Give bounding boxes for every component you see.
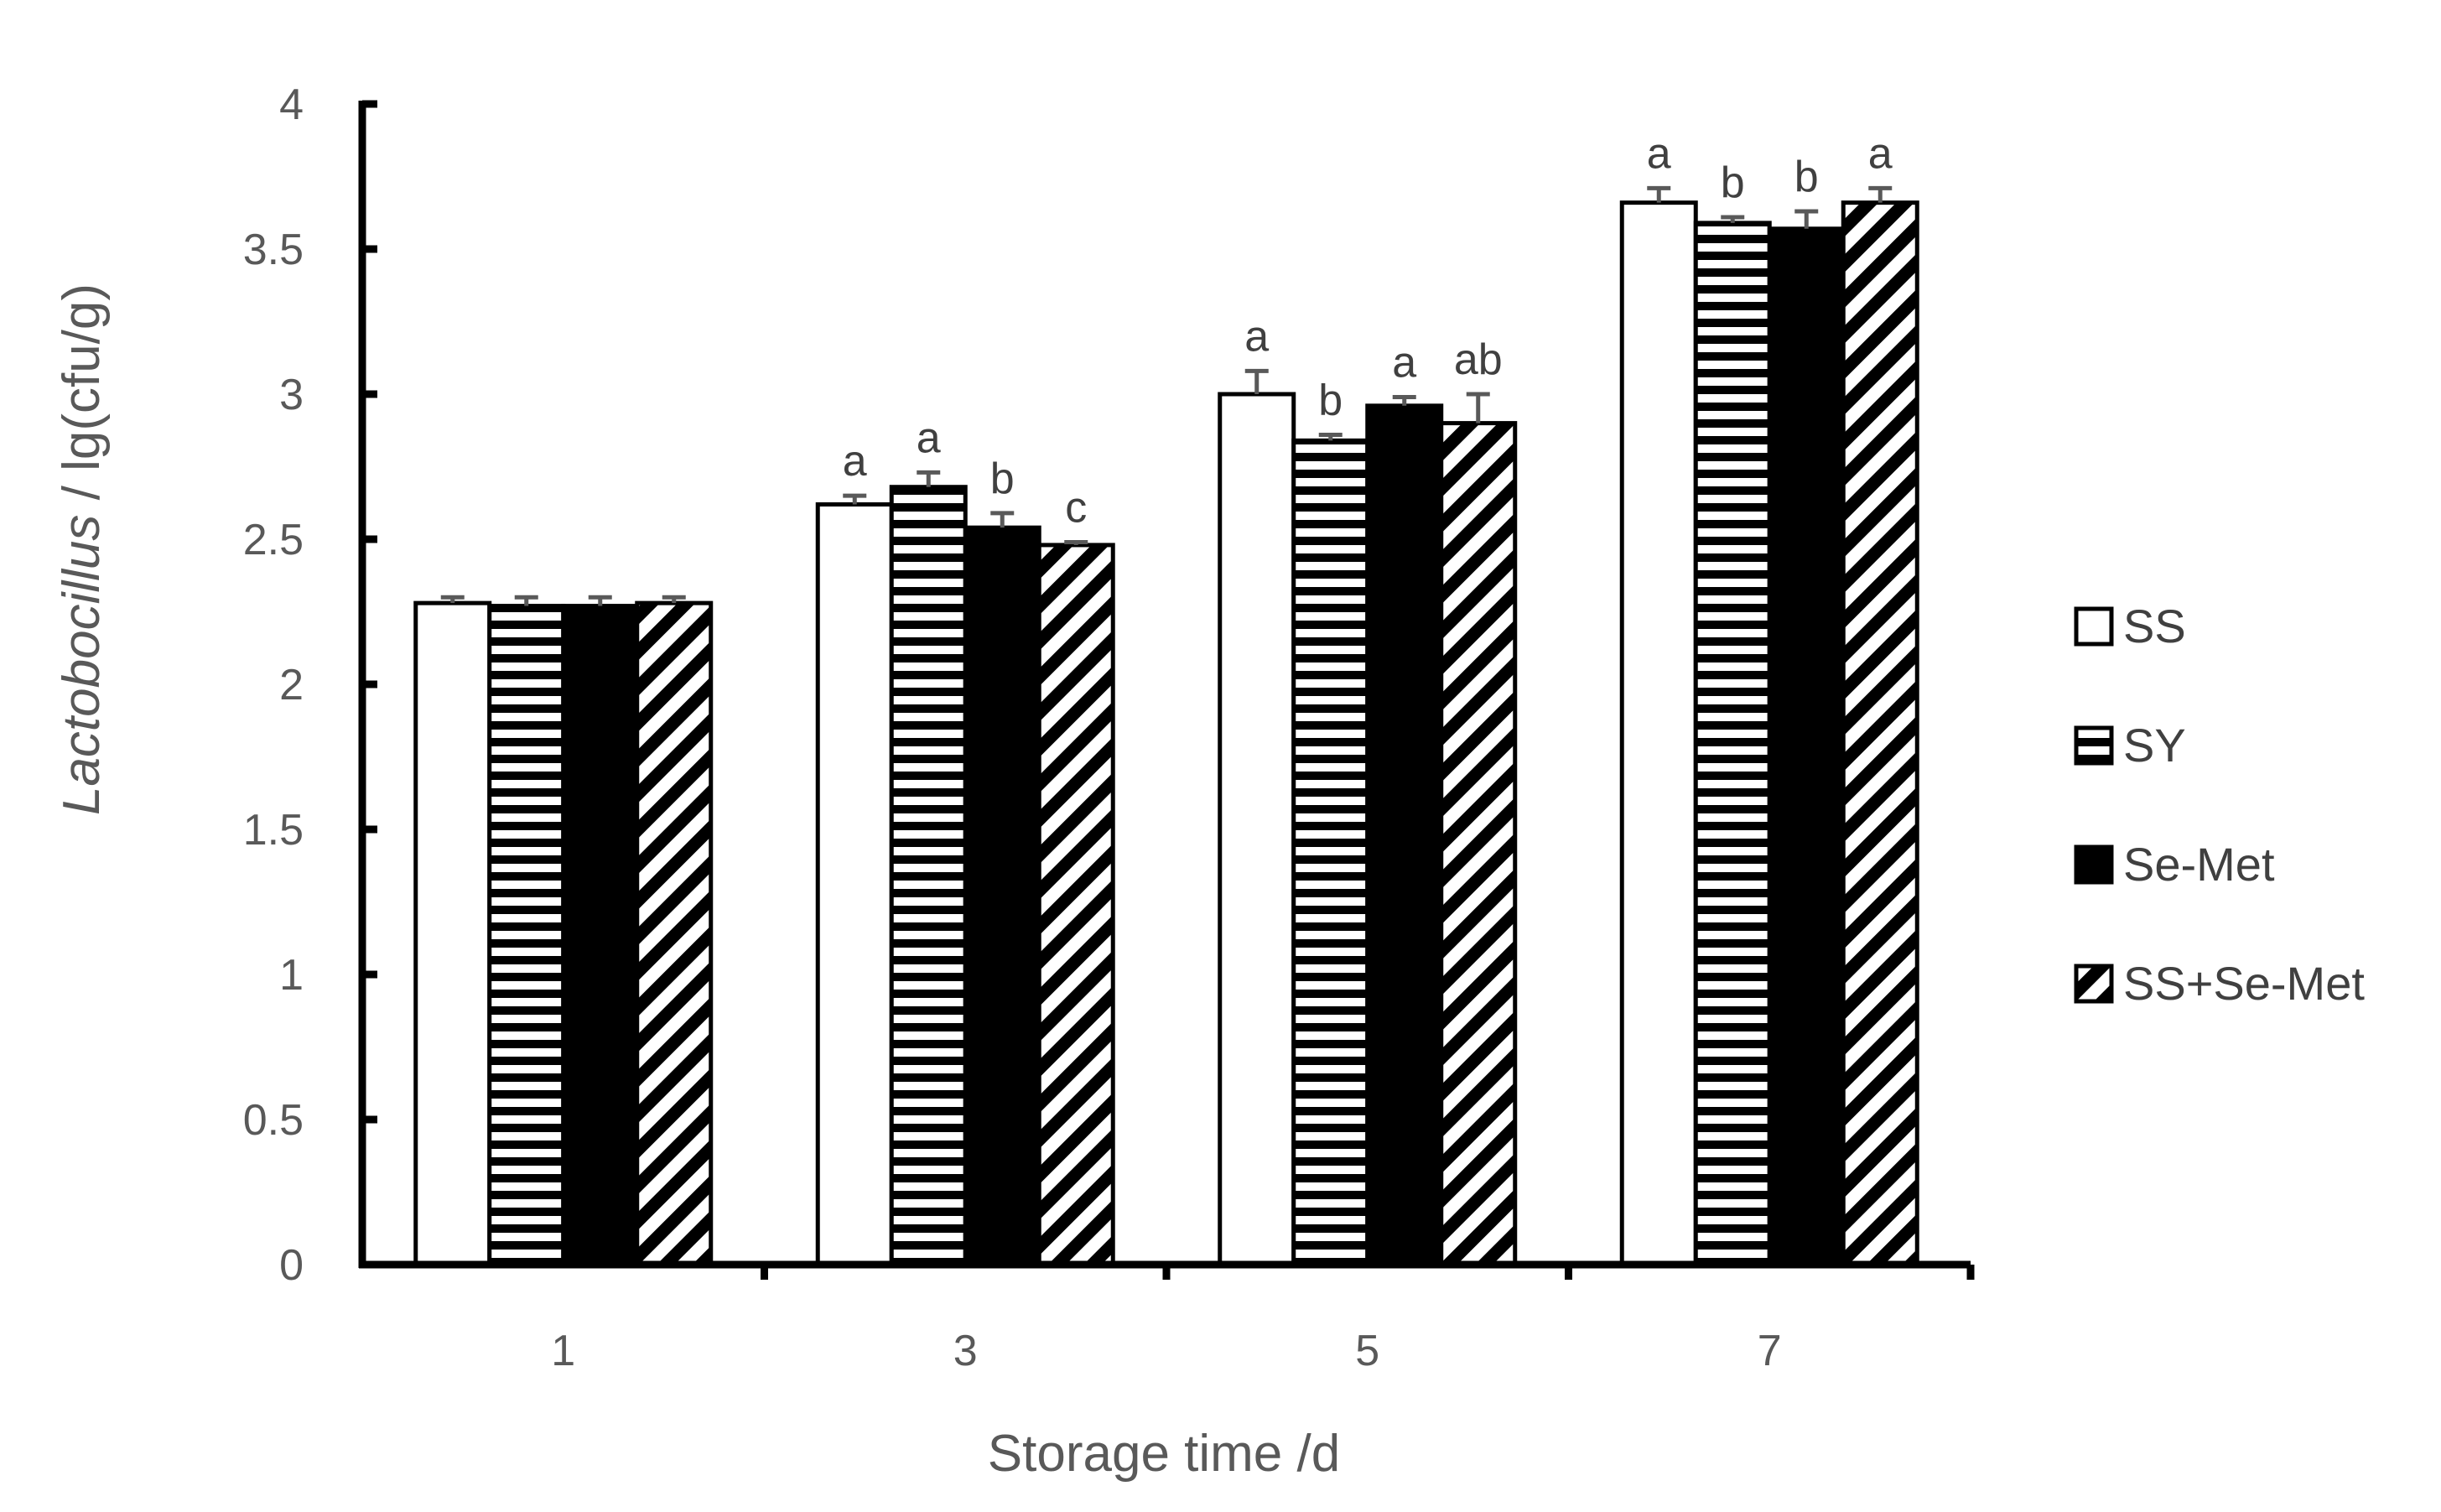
legend-label: SS+Se-Met [2123, 957, 2365, 1010]
x-tick-label: 3 [953, 1327, 978, 1375]
significance-label: ab [1454, 335, 1503, 384]
y-tick-label: 3.5 [243, 226, 304, 274]
y-tick-label: 0.5 [243, 1096, 304, 1145]
y-tick-label: 4 [279, 81, 304, 129]
significance-label: b [1318, 376, 1343, 424]
bar-se-met-day-3 [963, 525, 1041, 1267]
y-axis-title-rest: / lg(cfu/g) [53, 283, 111, 515]
significance-label: b [990, 455, 1015, 503]
bar-sy-day-5 [1291, 438, 1370, 1267]
bar-ss-day-1 [413, 600, 492, 1267]
legend-label: SY [2123, 719, 2186, 772]
significance-label: a [1868, 129, 1893, 178]
bar-ss-day-3 [815, 501, 894, 1267]
significance-label: a [1244, 312, 1269, 361]
bar-ss-se-met-day-7 [1841, 200, 1919, 1267]
bar-se-met-day-1 [561, 604, 640, 1267]
x-tick-label: 7 [1758, 1327, 1782, 1375]
y-tick-label: 2 [279, 661, 304, 709]
legend-swatch-se-met [2074, 844, 2114, 885]
y-axis-title: Lactobocillus / lg(cfu/g) [53, 283, 111, 815]
significance-label: b [1794, 153, 1819, 201]
legend-swatch-sy [2074, 725, 2114, 766]
y-tick-label: 0 [279, 1241, 304, 1290]
y-tick-label: 3 [279, 371, 304, 419]
y-axis-title-italic: Lactobocillus [53, 515, 111, 815]
x-tick-label: 5 [1355, 1327, 1379, 1375]
bar-ss-day-5 [1218, 392, 1296, 1267]
axes-layer [358, 100, 1975, 1280]
legend-label: SS [2123, 600, 2186, 652]
significance-label: a [1647, 129, 1671, 178]
bar-sy-day-1 [487, 604, 566, 1267]
legend-swatch-ss [2074, 606, 2114, 647]
bar-ss-se-met-day-5 [1439, 421, 1518, 1267]
bar-se-met-day-7 [1767, 226, 1846, 1267]
significance-label: b [1721, 158, 1745, 207]
legend-swatch-ss-se-met [2074, 964, 2114, 1004]
y-tick-label: 1 [279, 951, 304, 1000]
bar-sy-day-7 [1693, 221, 1772, 1267]
y-tick-label: 1.5 [243, 806, 304, 855]
legend-label: Se-Met [2123, 838, 2275, 891]
significance-label: a [1392, 338, 1416, 387]
significance-label: a [843, 437, 867, 486]
bar-ss-day-7 [1619, 200, 1698, 1267]
bar-ss-se-met-day-3 [1036, 543, 1115, 1267]
legend: SS SY Se-Met SS+Se-Met [2074, 600, 2365, 1010]
bar-ss-se-met-day-1 [635, 600, 714, 1267]
y-tick-label: 2.5 [243, 516, 304, 564]
bar-sy-day-3 [889, 485, 968, 1267]
bar-se-met-day-5 [1365, 403, 1444, 1267]
x-tick-label: 1 [551, 1327, 575, 1375]
x-axis-title: Storage time /d [988, 1425, 1340, 1483]
bars-layer [413, 185, 1919, 1267]
significance-label: c [1065, 483, 1087, 532]
significance-label: a [917, 413, 941, 462]
